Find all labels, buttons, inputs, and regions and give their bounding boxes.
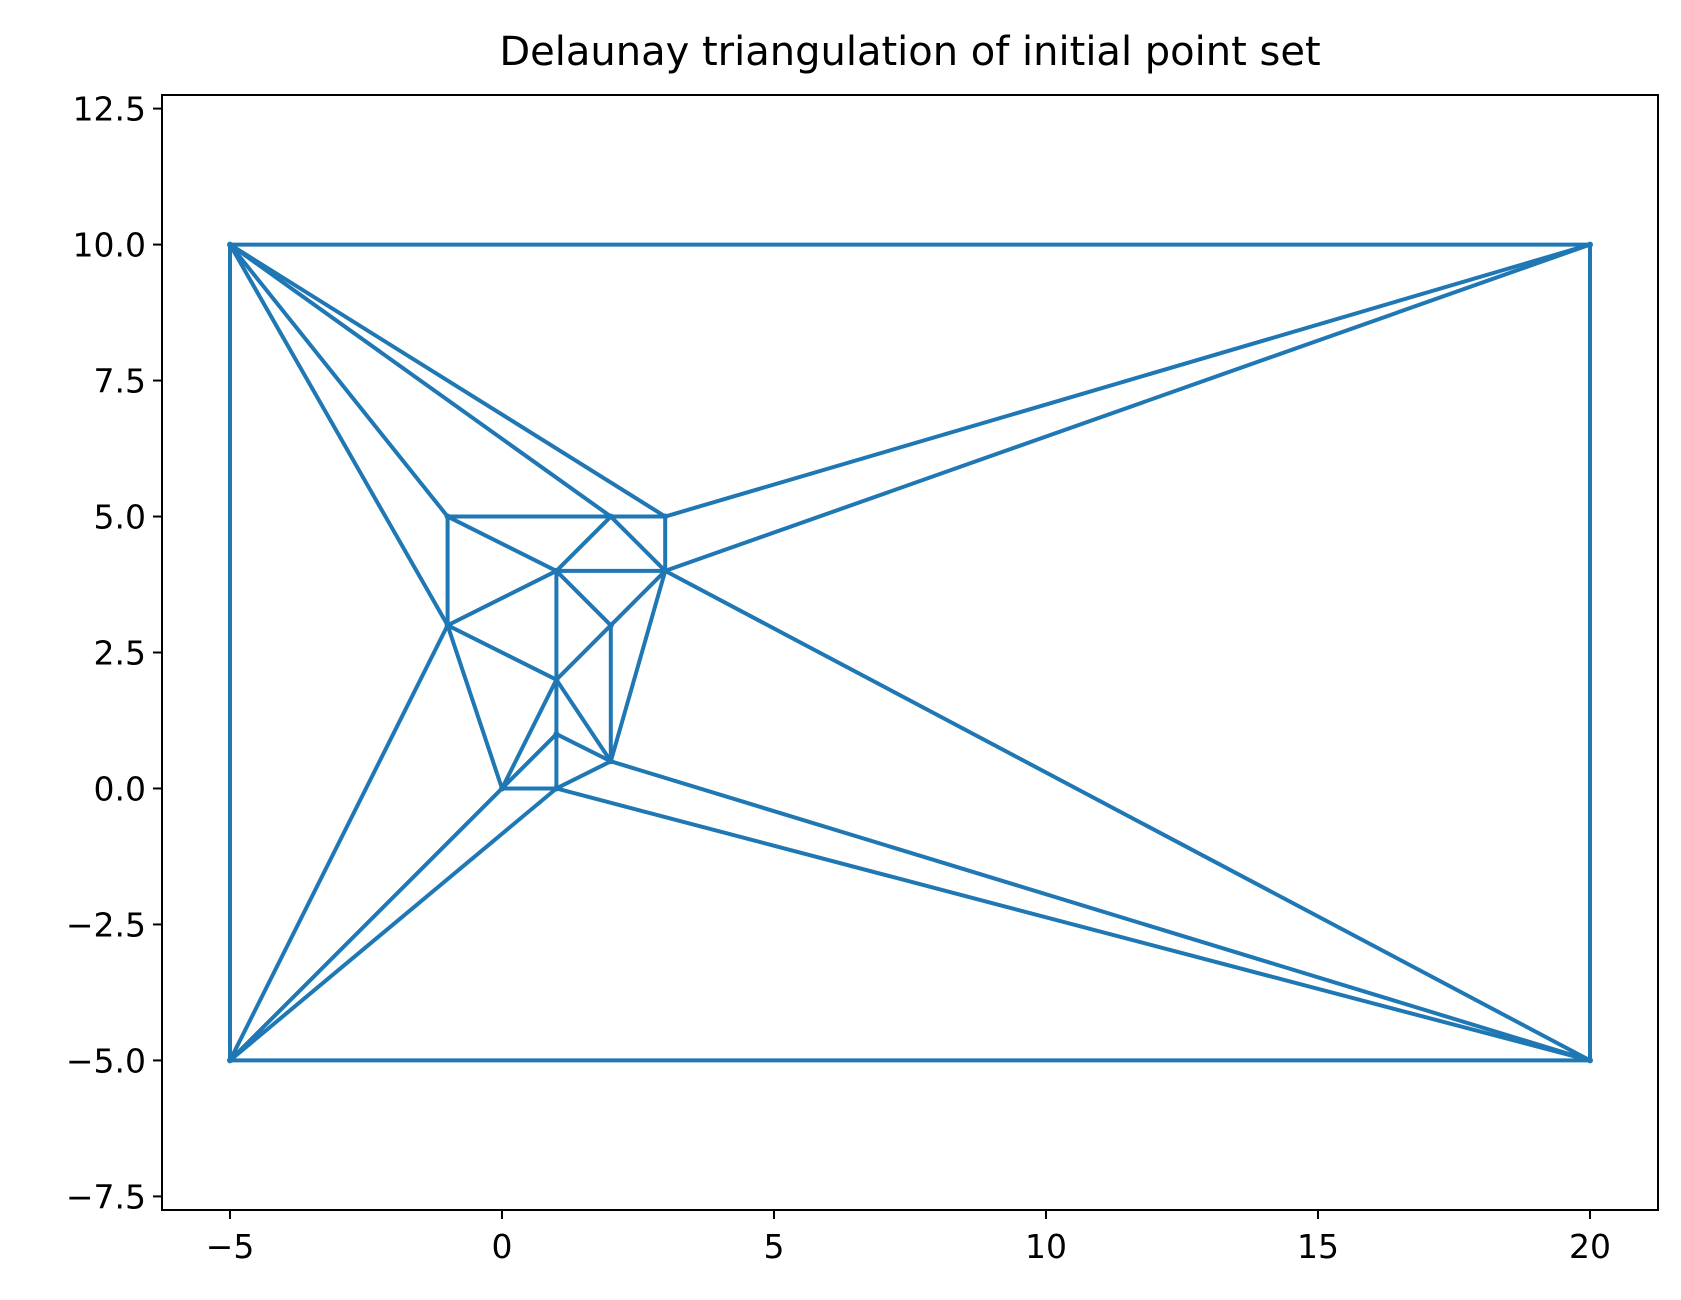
triangle-edge <box>445 514 559 573</box>
triangle-edge <box>500 732 559 791</box>
triangle-edge <box>228 786 504 1063</box>
x-tick-label: 15 <box>1297 1227 1339 1266</box>
triangle-edge <box>608 568 668 764</box>
triangle-edge <box>554 732 613 764</box>
triangle-edge <box>554 786 1592 1063</box>
triangle-edge <box>228 242 450 628</box>
vertex-point <box>607 513 614 520</box>
triangle-edge <box>608 759 1592 1063</box>
vertex-point <box>227 241 233 248</box>
vertex-point <box>444 513 451 520</box>
plot-area <box>227 241 1593 1064</box>
triangle-edge <box>445 623 504 791</box>
y-tick-label: 12.5 <box>73 90 146 129</box>
y-tick-label: −5.0 <box>66 1041 146 1080</box>
triangle-edge <box>608 514 668 573</box>
y-tick-label: 0.0 <box>94 769 146 808</box>
y-tick-label: 2.5 <box>94 634 146 673</box>
triangle-edge <box>554 759 613 791</box>
vertex-point <box>1587 241 1593 248</box>
triangle-edge <box>500 677 559 791</box>
vertex-point <box>553 785 560 792</box>
y-tick-label: −2.5 <box>66 905 146 944</box>
triangle-edge <box>228 623 450 1063</box>
triangle-edge <box>554 677 613 764</box>
triangle-edge <box>228 242 450 519</box>
x-tick-label: 20 <box>1569 1227 1611 1266</box>
y-tick-label: 5.0 <box>94 498 146 537</box>
y-tick-label: 10.0 <box>73 226 146 265</box>
triangle-edge <box>445 623 559 682</box>
vertex-point <box>444 622 451 629</box>
y-tick-label: 7.5 <box>94 362 146 401</box>
chart-title: Delaunay triangulation of initial point … <box>499 29 1320 75</box>
triangle-edge <box>445 568 559 628</box>
x-tick-label: 10 <box>1025 1227 1067 1266</box>
x-tick-label: 0 <box>492 1227 513 1266</box>
triangle-edge <box>228 242 668 519</box>
vertex-point <box>662 567 669 574</box>
x-tick-label: −5 <box>206 1227 255 1266</box>
triangle-edge <box>554 568 613 628</box>
triangle-edge <box>608 568 668 628</box>
triangle-edge <box>663 242 1592 519</box>
triangle-edge <box>228 242 613 519</box>
vertex-point <box>607 622 614 629</box>
vertex-point <box>553 731 560 738</box>
vertex-point <box>607 758 614 765</box>
vertex-point <box>1587 1057 1593 1064</box>
x-tick-label: 5 <box>764 1227 785 1266</box>
vertex-point <box>227 1057 233 1064</box>
triangle-edge <box>554 514 613 573</box>
vertex-point <box>662 513 669 520</box>
triangle-edge <box>663 242 1592 573</box>
vertex-point <box>499 785 505 792</box>
triangle-edge <box>663 568 1592 1063</box>
vertex-point <box>553 676 560 683</box>
vertex-point <box>553 567 560 574</box>
axes: −5 0 5 10 15 20 −7.5 −5.0 −2.5 0.0 2.5 5.0 7.5 10.0 12… <box>66 90 1659 1266</box>
triangle-edge <box>228 786 559 1063</box>
y-tick-label: −7.5 <box>66 1177 146 1216</box>
triangle-edge <box>554 623 613 682</box>
